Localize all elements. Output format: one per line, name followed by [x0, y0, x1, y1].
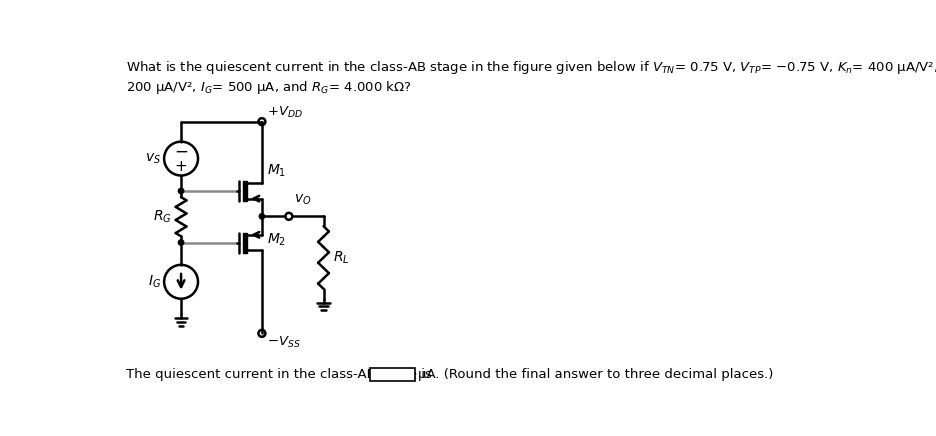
Text: +: + — [174, 159, 187, 174]
Text: $v_O$: $v_O$ — [294, 193, 312, 207]
Text: $R_G$: $R_G$ — [153, 208, 171, 225]
Text: What is the quiescent current in the class-AB stage in the figure given below if: What is the quiescent current in the cla… — [125, 60, 936, 78]
Circle shape — [178, 188, 183, 194]
Text: $-V_{SS}$: $-V_{SS}$ — [267, 335, 300, 350]
Circle shape — [178, 240, 183, 245]
Text: $v_S$: $v_S$ — [145, 151, 161, 166]
Text: −: − — [174, 143, 188, 160]
Text: μA. (Round the final answer to three decimal places.): μA. (Round the final answer to three dec… — [417, 368, 773, 381]
Text: 200 μA/V², $I_G$= 500 μA, and $R_G$= 4.000 kΩ?: 200 μA/V², $I_G$= 500 μA, and $R_G$= 4.0… — [125, 78, 411, 95]
Text: $M_2$: $M_2$ — [267, 232, 286, 249]
Text: $M_1$: $M_1$ — [267, 162, 286, 179]
Text: $+V_{DD}$: $+V_{DD}$ — [267, 105, 303, 120]
Text: $R_L$: $R_L$ — [332, 249, 349, 266]
FancyBboxPatch shape — [370, 368, 415, 381]
Circle shape — [259, 214, 264, 219]
Text: The quiescent current in the class-AB stage is: The quiescent current in the class-AB st… — [125, 368, 431, 381]
Text: $I_G$: $I_G$ — [148, 273, 161, 290]
